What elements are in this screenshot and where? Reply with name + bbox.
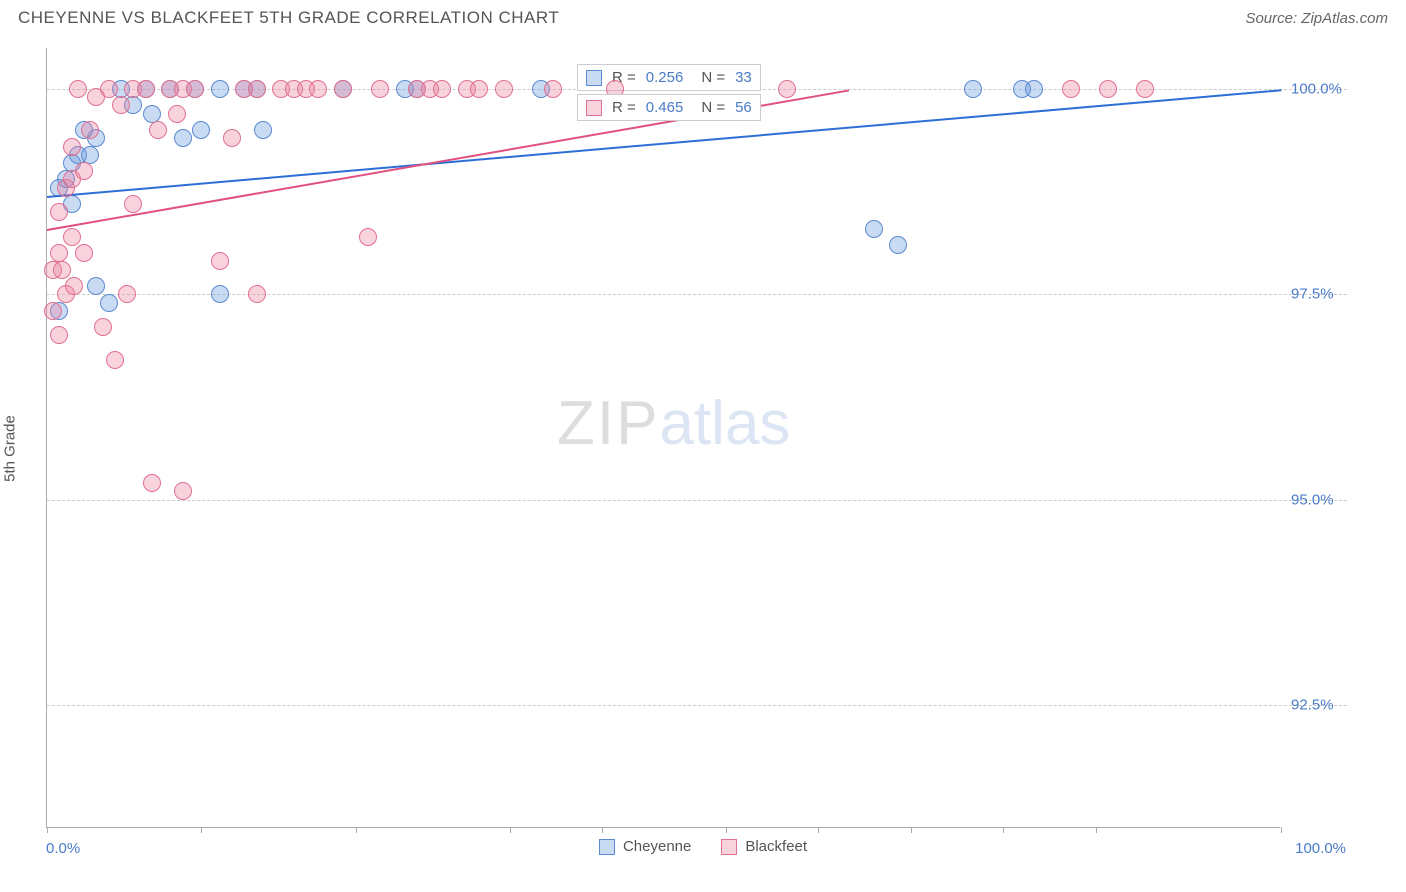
data-point	[1099, 80, 1117, 98]
data-point	[309, 80, 327, 98]
xtick	[1096, 827, 1097, 833]
gridline	[47, 294, 1347, 295]
data-point	[371, 80, 389, 98]
gridline	[47, 705, 1347, 706]
data-point	[211, 285, 229, 303]
data-point	[87, 277, 105, 295]
xtick	[726, 827, 727, 833]
data-point	[174, 482, 192, 500]
legend-swatch-cheyenne	[599, 839, 615, 855]
data-point	[865, 220, 883, 238]
xtick	[1281, 827, 1282, 833]
xtick	[911, 827, 912, 833]
chart-source: Source: ZipAtlas.com	[1245, 10, 1388, 27]
xtick	[1003, 827, 1004, 833]
data-point	[186, 80, 204, 98]
legend-label-blackfeet: Blackfeet	[745, 838, 807, 855]
legend-label-cheyenne: Cheyenne	[623, 838, 691, 855]
stats-swatch	[586, 100, 602, 116]
ytick-label: 97.5%	[1291, 286, 1334, 303]
data-point	[75, 162, 93, 180]
data-point	[106, 351, 124, 369]
chart-plot-area: ZIPatlas 100.0%97.5%95.0%92.5%R =0.256N …	[46, 48, 1280, 828]
xtick	[818, 827, 819, 833]
stats-n-label: N =	[701, 69, 725, 86]
data-point	[334, 80, 352, 98]
ytick-label: 100.0%	[1291, 81, 1342, 98]
data-point	[495, 80, 513, 98]
data-point	[1062, 80, 1080, 98]
stats-box: R = 0.465 N = 56	[577, 94, 761, 121]
stats-n-value: 56	[735, 99, 752, 116]
legend-swatch-blackfeet	[721, 839, 737, 855]
data-point	[192, 121, 210, 139]
data-point	[100, 80, 118, 98]
data-point	[168, 105, 186, 123]
data-point	[100, 294, 118, 312]
xtick	[510, 827, 511, 833]
data-point	[53, 261, 71, 279]
watermark-atlas: atlas	[659, 389, 790, 458]
ytick-label: 95.0%	[1291, 491, 1334, 508]
data-point	[143, 474, 161, 492]
data-point	[112, 96, 130, 114]
data-point	[50, 244, 68, 262]
stats-box: R =0.256N =33	[577, 64, 761, 91]
data-point	[211, 252, 229, 270]
legend-item-blackfeet: Blackfeet	[721, 838, 807, 855]
data-point	[248, 285, 266, 303]
stats-r-label: R =	[612, 99, 636, 116]
data-point	[124, 195, 142, 213]
stats-r-value: 0.465	[646, 99, 684, 116]
data-point	[81, 146, 99, 164]
chart-title: CHEYENNE VS BLACKFEET 5TH GRADE CORRELAT…	[18, 8, 559, 28]
xtick	[201, 827, 202, 833]
data-point	[149, 121, 167, 139]
data-point	[50, 203, 68, 221]
data-point	[75, 244, 93, 262]
data-point	[889, 236, 907, 254]
data-point	[69, 80, 87, 98]
yaxis-title: 5th Grade	[2, 415, 19, 482]
data-point	[964, 80, 982, 98]
data-point	[254, 121, 272, 139]
data-point	[470, 80, 488, 98]
data-point	[544, 80, 562, 98]
gridline	[47, 500, 1347, 501]
data-point	[143, 105, 161, 123]
ytick-label: 92.5%	[1291, 696, 1334, 713]
watermark-zip: ZIP	[557, 389, 659, 458]
data-point	[94, 318, 112, 336]
data-point	[63, 138, 81, 156]
chart-header: CHEYENNE VS BLACKFEET 5TH GRADE CORRELAT…	[0, 0, 1406, 32]
data-point	[63, 228, 81, 246]
stats-swatch	[586, 70, 602, 86]
data-point	[211, 80, 229, 98]
xtick	[602, 827, 603, 833]
data-point	[778, 80, 796, 98]
stats-n-label: N =	[701, 99, 725, 116]
data-point	[44, 302, 62, 320]
legend-item-cheyenne: Cheyenne	[599, 838, 691, 855]
data-point	[81, 121, 99, 139]
stats-n-value: 33	[735, 69, 752, 86]
xtick	[356, 827, 357, 833]
data-point	[223, 129, 241, 147]
data-point	[137, 80, 155, 98]
watermark: ZIPatlas	[557, 388, 790, 459]
data-point	[50, 326, 68, 344]
data-point	[118, 285, 136, 303]
data-point	[65, 277, 83, 295]
data-point	[174, 129, 192, 147]
xtick	[47, 827, 48, 833]
data-point	[248, 80, 266, 98]
legend: Cheyenne Blackfeet	[0, 838, 1406, 855]
data-point	[1136, 80, 1154, 98]
data-point	[1025, 80, 1043, 98]
stats-r-value: 0.256	[646, 69, 684, 86]
data-point	[433, 80, 451, 98]
data-point	[359, 228, 377, 246]
